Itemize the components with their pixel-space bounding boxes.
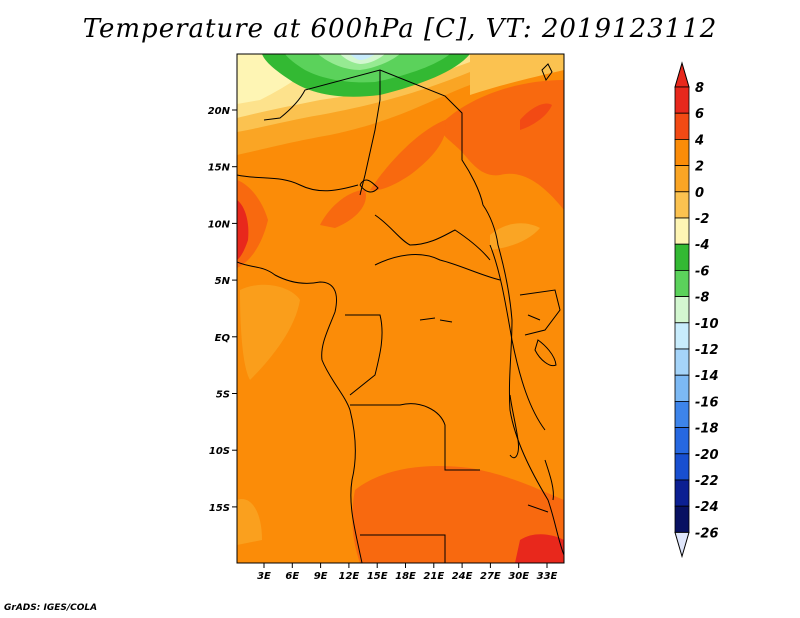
colorbar-segment [674, 427, 690, 455]
longitude-axis: 3E 6E 9E 12E 15E 18E 21E 24E 27E 30E 33E [257, 563, 558, 582]
lat-tick-label: EQ [215, 333, 231, 344]
field-band-ne-hot [520, 103, 552, 130]
gabon-congo-border [345, 314, 383, 396]
lake-malawi [544, 459, 554, 501]
lat-tick-label: 15N [208, 163, 231, 174]
lon-tick-label: 12E [339, 571, 360, 582]
lake-chad [359, 179, 379, 193]
field-band-southwest-cool [237, 499, 262, 545]
east-lakes-border [489, 244, 546, 431]
colorbar-label: -4 [695, 238, 709, 253]
namibia-border [360, 534, 446, 563]
drc-north-border [374, 254, 501, 281]
colorbar-label: -16 [695, 395, 719, 410]
colorbar-top-triangle [674, 61, 690, 88]
colorbar-label: 6 [695, 107, 704, 122]
colorbar-segment [674, 269, 690, 297]
colorbar-segment [674, 165, 690, 193]
car-border [374, 214, 491, 261]
colorbar-segment [674, 112, 690, 140]
sahel-border [237, 174, 359, 192]
colorbar-label: -12 [695, 343, 719, 358]
lat-tick-label: 15S [209, 503, 230, 514]
colorbar: 8 6 4 2 0 -2 -4 -6 -8 -10 -12 -14 -16 -18 -20 -22 -24 -26 [674, 61, 719, 559]
colorbar-segment [674, 453, 690, 481]
lat-tick-label: 20N [208, 106, 231, 117]
lake-tanganyika [509, 394, 519, 459]
niger-chad-border [359, 70, 381, 196]
colorbar-segment [674, 348, 690, 376]
colorbar-label: -2 [695, 212, 709, 227]
colorbar-bottom-triangle [674, 531, 690, 559]
map-frame [236, 53, 565, 564]
lat-tick-label: 10N [208, 219, 231, 230]
red-sea-coast [541, 63, 553, 82]
uganda-border [519, 289, 561, 336]
colorbar-segment [674, 243, 690, 271]
lon-tick-label: 21E [423, 571, 444, 582]
lon-tick-label: 30E [508, 571, 529, 582]
colorbar-label: -18 [695, 422, 719, 437]
lon-tick-label: 18E [395, 571, 416, 582]
colorbar-label: 2 [695, 160, 704, 175]
field-band-neg16toneg14 [350, 54, 375, 60]
lat-tick-label: 5S [216, 390, 230, 401]
field-band-east-cool [490, 223, 540, 250]
angola-border [350, 403, 480, 471]
colorbar-segment [674, 191, 690, 219]
colorbar-label: -26 [695, 526, 719, 541]
colorbar-segment [674, 400, 690, 428]
field-band-sahel-warm [370, 120, 446, 191]
field-band-ocean-cool [240, 284, 300, 380]
colorbar-label: -20 [695, 448, 719, 463]
grads-credit: GrADS: IGES/COLA [4, 603, 98, 613]
temperature-field [237, 54, 564, 563]
map-title: Temperature at 600hPa [C], VT: 201912311… [82, 14, 718, 44]
latitude-axis: 20N 15N 10N 5N EQ 5S 10S 15S [208, 106, 237, 514]
colorbar-label: -6 [695, 264, 709, 279]
colorbar-segment [674, 374, 690, 402]
colorbar-segment [674, 86, 690, 114]
colorbar-segment [674, 505, 690, 533]
lat-tick-label: 10S [209, 446, 230, 457]
colorbar-label: -8 [695, 291, 709, 306]
east-borders [263, 69, 564, 556]
lat-tick-label: 5N [215, 276, 231, 287]
colorbar-label: 0 [695, 186, 704, 201]
colorbar-segment [674, 479, 690, 507]
lon-tick-label: 6E [285, 571, 299, 582]
field-band-westcoast-hot [237, 200, 249, 260]
field-band-nigeria-warm [320, 190, 366, 228]
lon-tick-label: 27E [480, 571, 501, 582]
west-africa-coastline [237, 261, 363, 563]
colorbar-segment [674, 138, 690, 166]
colorbar-label: -24 [695, 500, 719, 515]
lon-tick-label: 24E [452, 571, 473, 582]
lon-tick-label: 15E [367, 571, 388, 582]
coastlines-borders [237, 63, 564, 563]
colorbar-label: -14 [695, 369, 719, 384]
lon-tick-label: 9E [314, 571, 328, 582]
field-band-ne-cool [470, 54, 564, 95]
lon-tick-label: 3E [257, 571, 271, 582]
colorbar-segment [674, 296, 690, 324]
field-band-south-hot [515, 534, 564, 563]
colorbar-label: -10 [695, 317, 719, 332]
inland-water [419, 314, 549, 513]
colorbar-label: 4 [694, 133, 704, 148]
colorbar-segment [674, 217, 690, 245]
lake-victoria [534, 339, 557, 367]
colorbar-segment [674, 322, 690, 350]
colorbar-label: 8 [695, 81, 704, 96]
lon-tick-label: 33E [537, 571, 558, 582]
colorbar-label: -22 [695, 474, 719, 489]
field-band-south-warm [352, 466, 564, 563]
